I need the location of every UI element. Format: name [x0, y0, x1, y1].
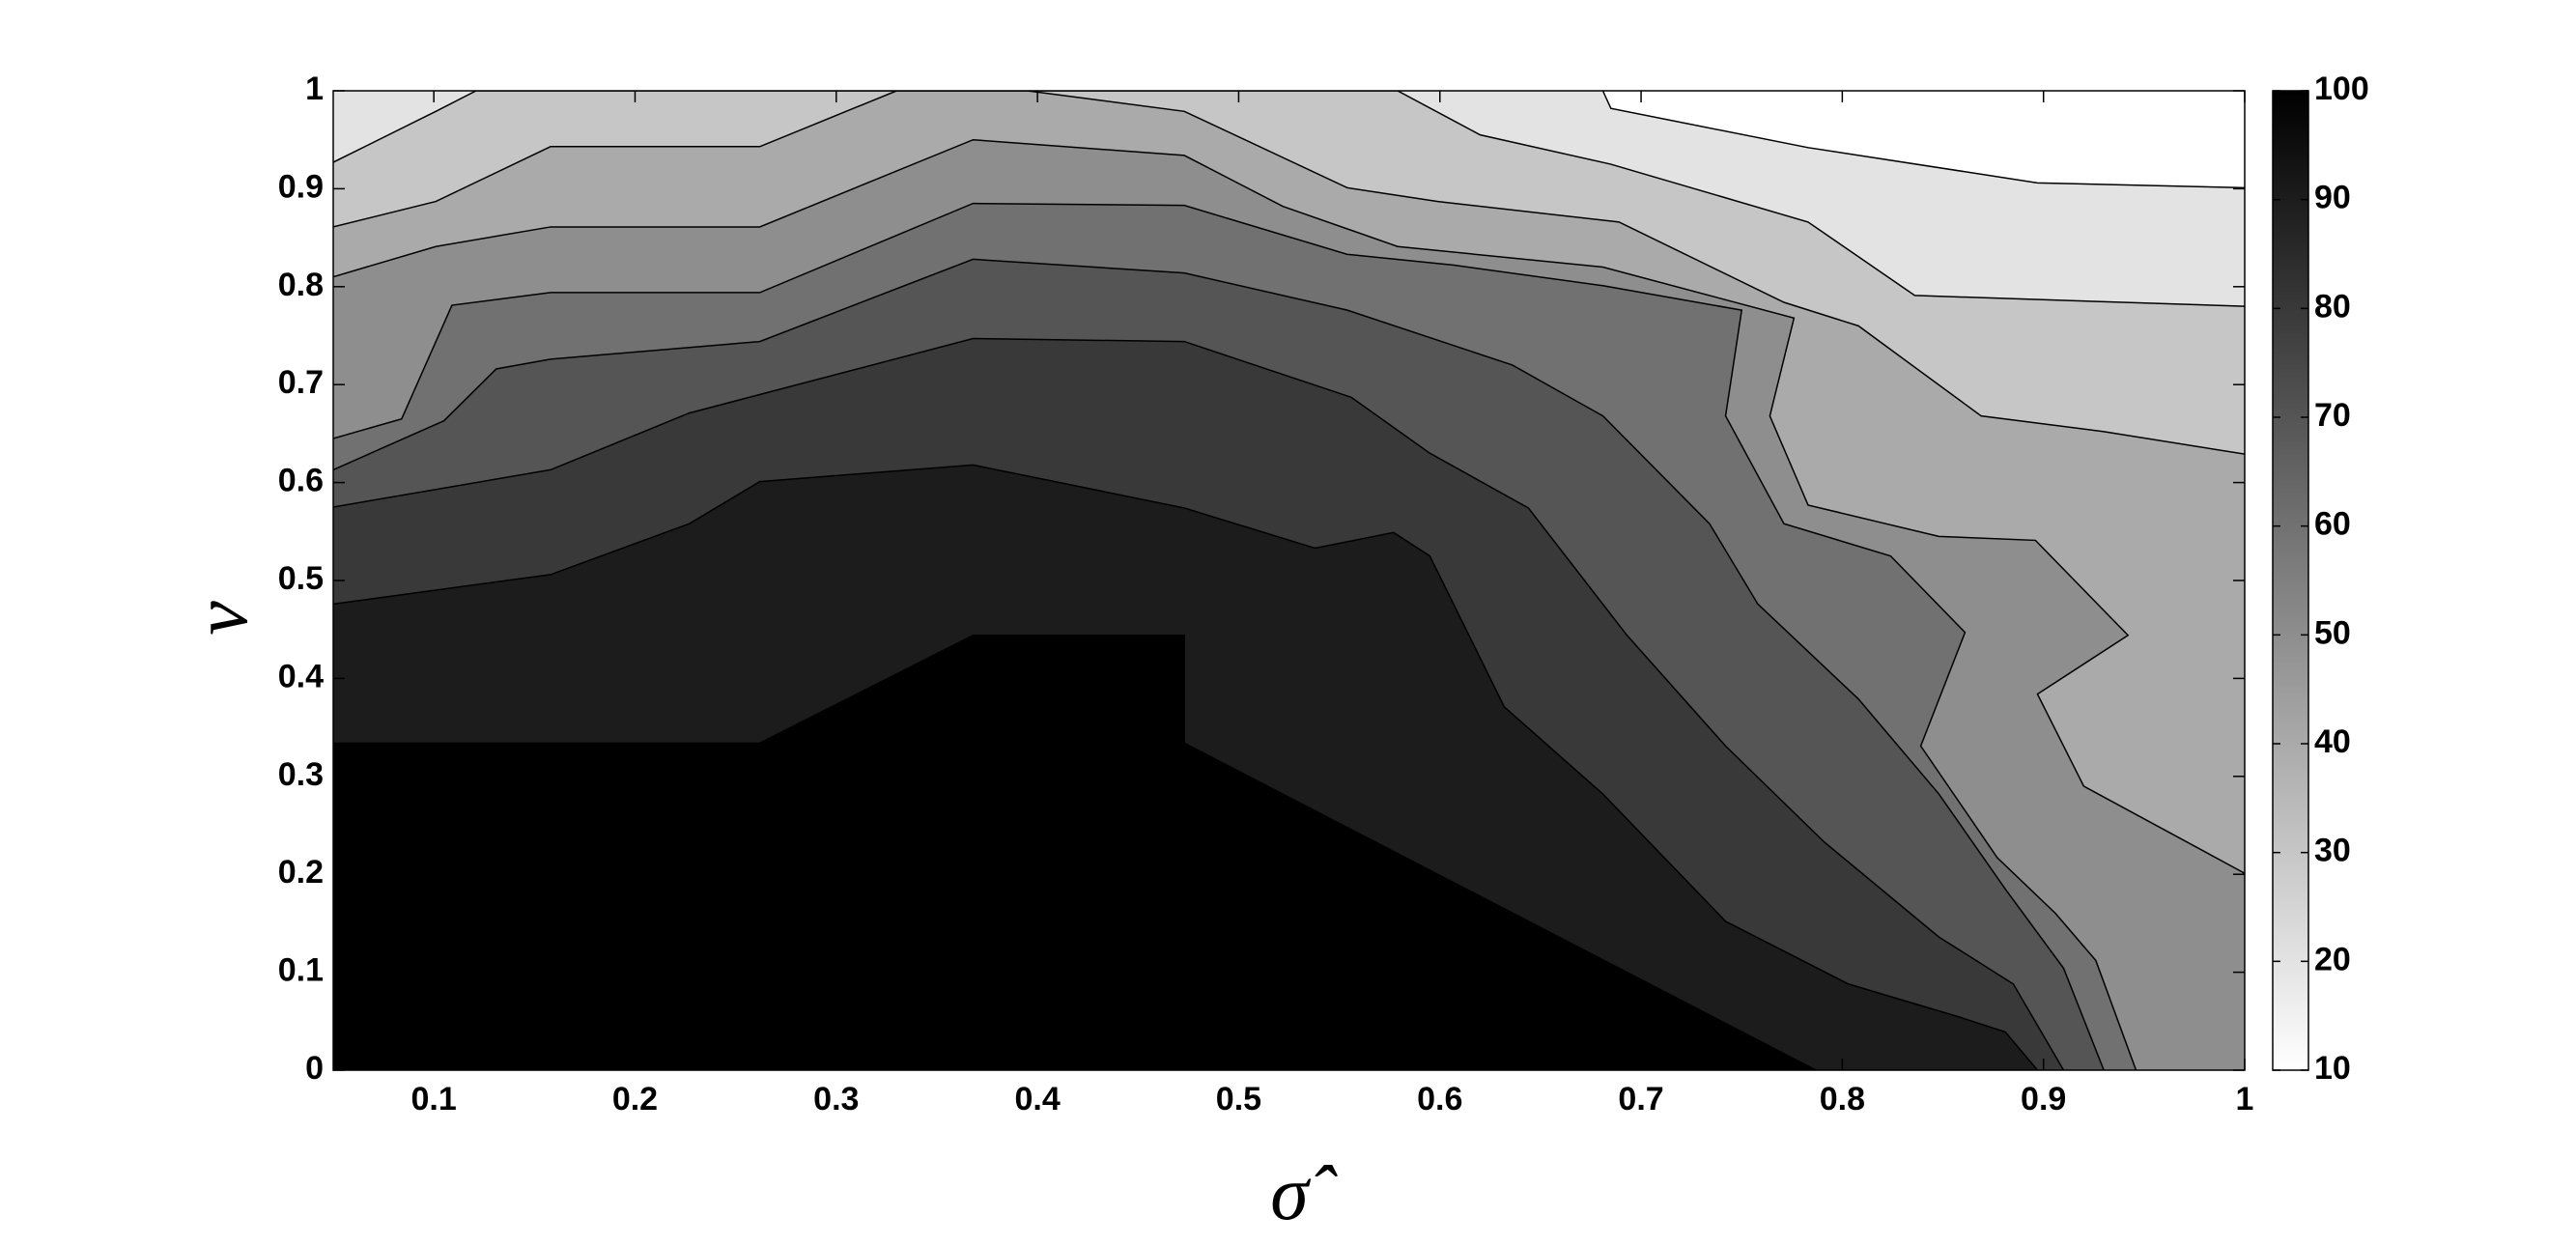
- x-tick-label: 0.7: [1618, 1081, 1663, 1118]
- y-tick-label: 1: [305, 71, 324, 107]
- axes: 0.1 0.2 0.3 0.4 0.5 0.6 0.7 0.8 0.9 100.10.20.30.…: [278, 71, 2369, 1118]
- x-tick-label: 0.1: [411, 1081, 457, 1118]
- plot-area: [333, 91, 2245, 1070]
- y-tick-label: 0: [305, 1050, 324, 1087]
- y-tick-label: 0.3: [278, 756, 324, 793]
- colorbar-tick-label: 30: [2314, 833, 2351, 869]
- contour-line: [333, 202, 2137, 1070]
- y-tick-label: 0.6: [278, 463, 324, 499]
- y-tick-label: 0.5: [278, 560, 324, 597]
- contour-line: [333, 337, 2065, 1070]
- colorbar-tick-label: 10: [2314, 1050, 2351, 1087]
- x-tick-label: 0.9: [2021, 1081, 2066, 1118]
- x-axis-label: σ̂: [1270, 1151, 1337, 1236]
- x-tick-label: 0.5: [1216, 1081, 1261, 1118]
- x-tick-label: 0.6: [1417, 1081, 1462, 1118]
- x-tick-label: 0.2: [612, 1081, 658, 1118]
- colorbar-tick-label: 40: [2314, 723, 2351, 760]
- x-tick-label: 0.3: [813, 1081, 859, 1118]
- contour-line: [1601, 91, 2245, 189]
- y-tick-label: 0.7: [278, 364, 324, 401]
- x-tick-label: 0.8: [1820, 1081, 1865, 1118]
- contour-line: [333, 258, 2105, 1070]
- contour-line: [333, 635, 1817, 1070]
- y-tick-label: 0.1: [278, 952, 324, 989]
- y-axis-label: ν: [179, 601, 264, 636]
- colorbar-tick-label: 90: [2314, 180, 2351, 216]
- contour-region: [333, 635, 1817, 1070]
- x-tick-label: 1: [2236, 1081, 2254, 1118]
- contour-line: [333, 91, 2245, 455]
- y-tick-label: 0.8: [278, 267, 324, 303]
- colorbar-tick-label: 50: [2314, 614, 2351, 651]
- colorbar-tick-label: 100: [2314, 71, 2369, 107]
- y-tick-label: 0.9: [278, 168, 324, 205]
- y-tick-label: 0.2: [278, 854, 324, 891]
- contour-line: [333, 91, 2245, 307]
- contour-line: [333, 464, 2039, 1070]
- colorbar-tick-label: 60: [2314, 506, 2351, 543]
- y-tick-label: 0.4: [278, 658, 324, 694]
- x-tick-label: 0.4: [1014, 1081, 1060, 1118]
- colorbar-tick-label: 70: [2314, 397, 2351, 434]
- contour-line: [333, 138, 2245, 874]
- colorbar-tick-label: 80: [2314, 288, 2351, 325]
- colorbar: [2272, 90, 2309, 1071]
- colorbar-tick-label: 20: [2314, 941, 2351, 977]
